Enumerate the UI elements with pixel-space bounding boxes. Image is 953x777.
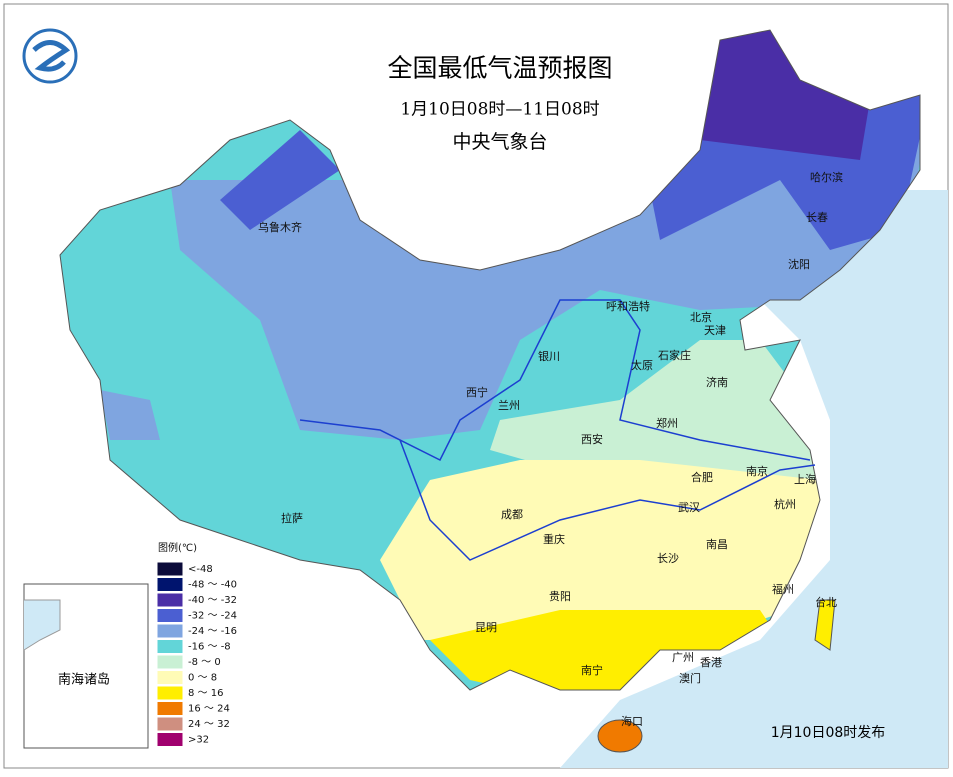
city-label: 天津 [704, 324, 726, 337]
hainan [597, 719, 643, 753]
issuer: 中央气象台 [452, 131, 547, 153]
river [299, 299, 811, 462]
legend-label: 24 ～ 32 [188, 719, 230, 730]
legend-swatch [156, 561, 184, 577]
legend-swatch [156, 639, 184, 654]
city-label: 拉萨 [281, 511, 303, 525]
legend-swatch [156, 701, 184, 716]
city-label: 西安 [581, 432, 603, 446]
legend-label: <-48 [188, 564, 213, 575]
legend-label: -40 ～ -32 [188, 595, 237, 606]
city-label: 海口 [621, 714, 643, 728]
legend-label: -16 ～ -8 [188, 642, 231, 653]
sea [560, 190, 948, 768]
city-label: 台北 [815, 595, 837, 609]
legend-swatch [156, 685, 184, 701]
logo-mark [32, 40, 71, 72]
city-label: 南宁 [581, 663, 603, 677]
country-border [59, 29, 921, 691]
legend-label: 16 ～ 24 [188, 704, 230, 715]
city-label: 兰州 [498, 399, 520, 412]
city-label: 南京 [746, 464, 768, 478]
legend-label: 8 ～ 16 [188, 688, 223, 699]
legend-swatch [156, 623, 184, 639]
legend-swatch [156, 732, 184, 747]
city-label: 乌鲁木齐 [258, 220, 302, 234]
city-label: 济南 [706, 375, 728, 389]
legend-label: >32 [188, 735, 209, 746]
legend-label: 0 ～ 8 [188, 673, 217, 684]
title: 全国最低气温预报图 [387, 54, 612, 83]
river [399, 439, 816, 561]
legend-swatch [156, 608, 184, 623]
city-label: 广州 [672, 651, 694, 664]
legend-label: -8 ～ 0 [188, 657, 221, 668]
city-label: 石家庄 [658, 348, 691, 362]
legend-swatch [156, 716, 184, 732]
city-label: 贵阳 [549, 590, 571, 603]
logo [22, 28, 78, 84]
legend: 图例(℃) <-48 -48 ～ -40 -40 ～ -32 -32 ～ -24 -24… [156, 541, 237, 747]
cities: 乌鲁木齐 哈尔滨 长春 沈阳 呼和浩特 北京 天津 石家庄 银川 太原 济南 西… [258, 170, 843, 728]
legend-swatch [156, 577, 184, 592]
legend-label: -32 ～ -24 [188, 611, 237, 622]
inset-label: 南海诸岛 [58, 672, 110, 688]
city-label: 长春 [806, 211, 828, 224]
city-label: 长沙 [657, 552, 679, 565]
legend-label: -48 ～ -40 [188, 580, 237, 591]
legend-swatch [156, 592, 184, 608]
city-label: 北京 [690, 310, 712, 324]
city-label: 澳门 [679, 671, 701, 685]
issued: 1月10日08时发布 [771, 725, 886, 741]
city-label: 哈尔滨 [810, 170, 843, 184]
city-label: 香港 [700, 656, 722, 669]
city-label: 杭州 [774, 497, 796, 511]
legend-swatch [156, 654, 184, 670]
taiwan [814, 599, 836, 651]
city-label: 银川 [538, 349, 560, 363]
city-label: 重庆 [543, 532, 565, 546]
city-label: 昆明 [475, 621, 497, 634]
city-label: 上海 [794, 472, 816, 486]
city-label: 西宁 [466, 385, 488, 399]
legend-label: -24 ～ -16 [188, 626, 237, 637]
city-label: 呼和浩特 [606, 299, 650, 313]
legend-title: 图例(℃) [158, 541, 197, 554]
city-label: 福州 [772, 582, 794, 596]
city-label: 太原 [631, 359, 653, 372]
city-label: 武汉 [678, 501, 700, 514]
period: 1月10日08时—11日08时 [400, 100, 599, 120]
city-label: 郑州 [656, 416, 678, 430]
city-label: 合肥 [691, 470, 713, 484]
city-label: 南昌 [706, 538, 728, 551]
inset-coast [23, 599, 61, 651]
legend-swatch [156, 670, 184, 685]
city-label: 成都 [501, 508, 523, 521]
city-label: 沈阳 [788, 257, 810, 271]
